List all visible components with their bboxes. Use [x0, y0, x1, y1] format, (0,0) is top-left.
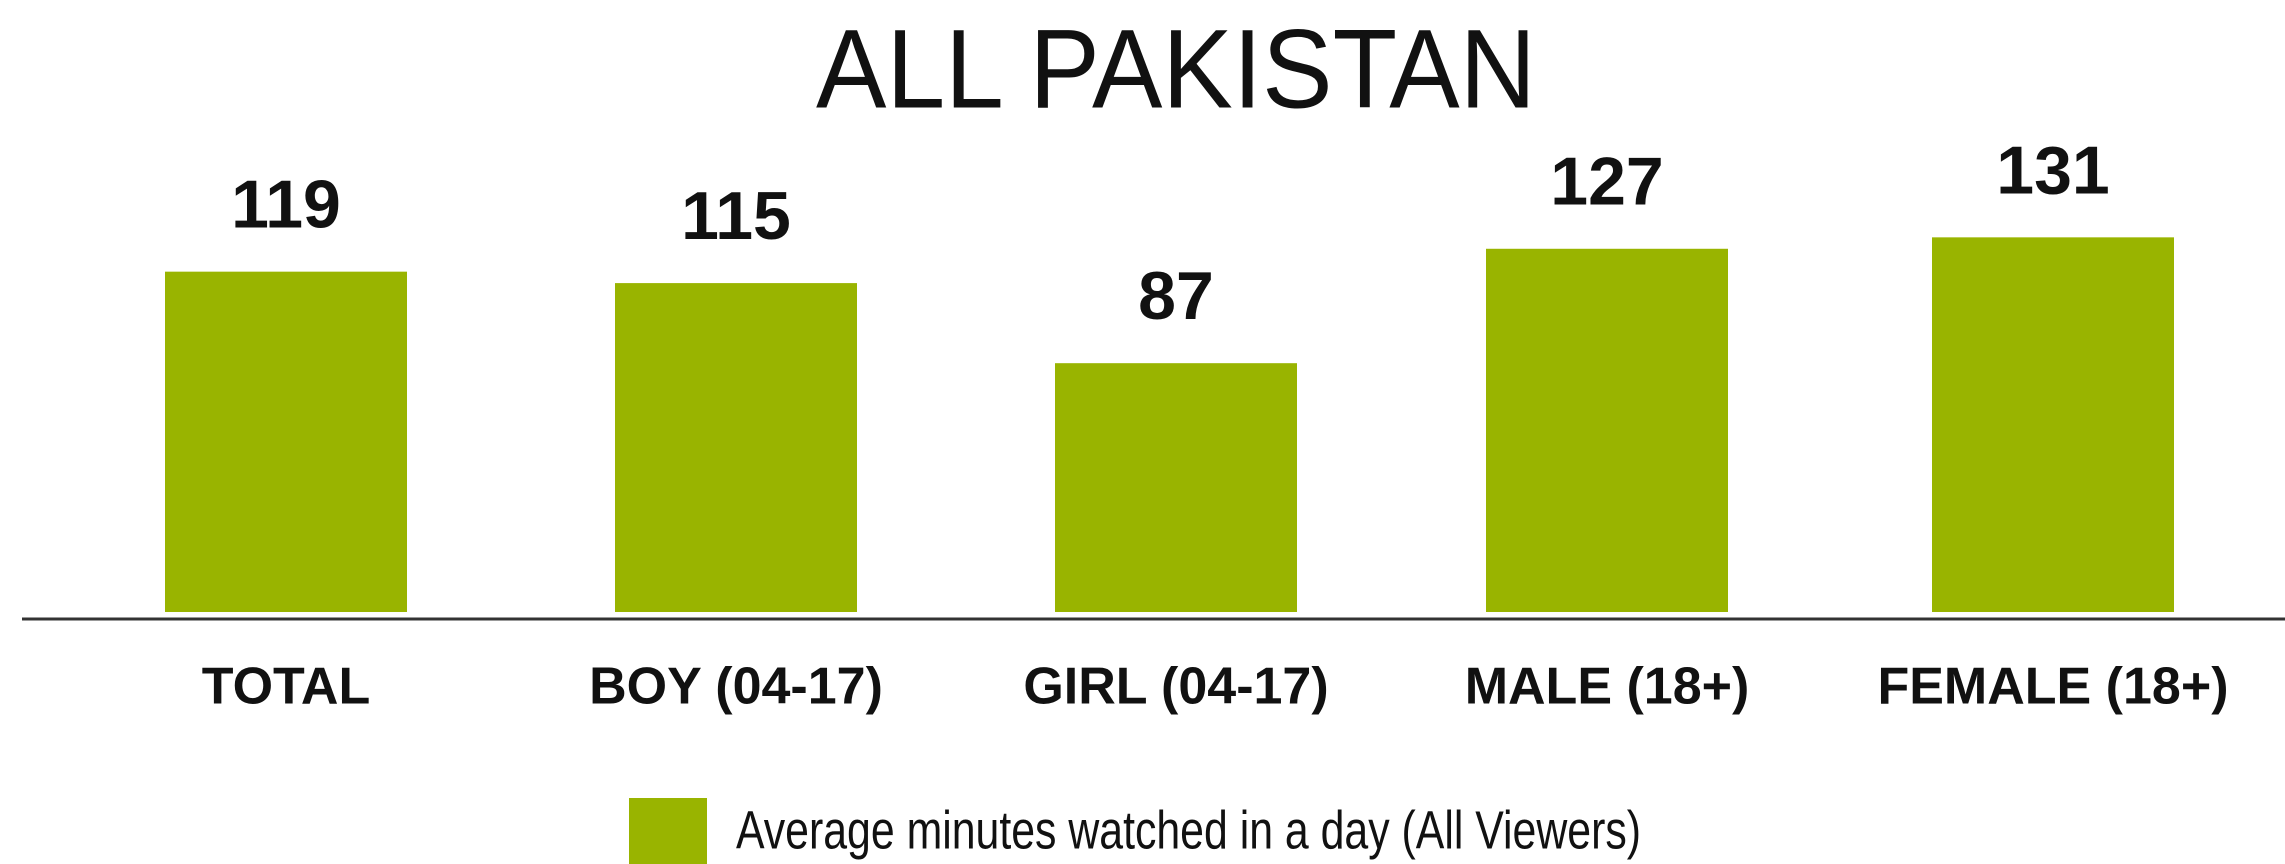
x-tick-label: FEMALE (18+)	[1877, 658, 2228, 716]
value-label: 87	[1138, 258, 1214, 334]
bar	[615, 283, 857, 612]
value-label: 127	[1550, 144, 1663, 220]
legend-label: Average minutes watched in a day (All Vi…	[736, 800, 1641, 860]
x-tick-label: BOY (04-17)	[589, 658, 883, 716]
chart-title: ALL PAKISTAN	[816, 7, 1536, 132]
value-label: 119	[231, 167, 341, 243]
bar	[1932, 237, 2174, 612]
bar	[1486, 248, 1728, 612]
bar	[1055, 363, 1297, 612]
x-tick-label: MALE (18+)	[1465, 658, 1750, 716]
value-label: 131	[1996, 132, 2109, 208]
bar	[165, 271, 407, 612]
value-label: 115	[681, 178, 791, 254]
x-tick-label: TOTAL	[202, 658, 371, 716]
x-tick-label: GIRL (04-17)	[1023, 658, 1328, 716]
legend-swatch	[629, 798, 707, 864]
